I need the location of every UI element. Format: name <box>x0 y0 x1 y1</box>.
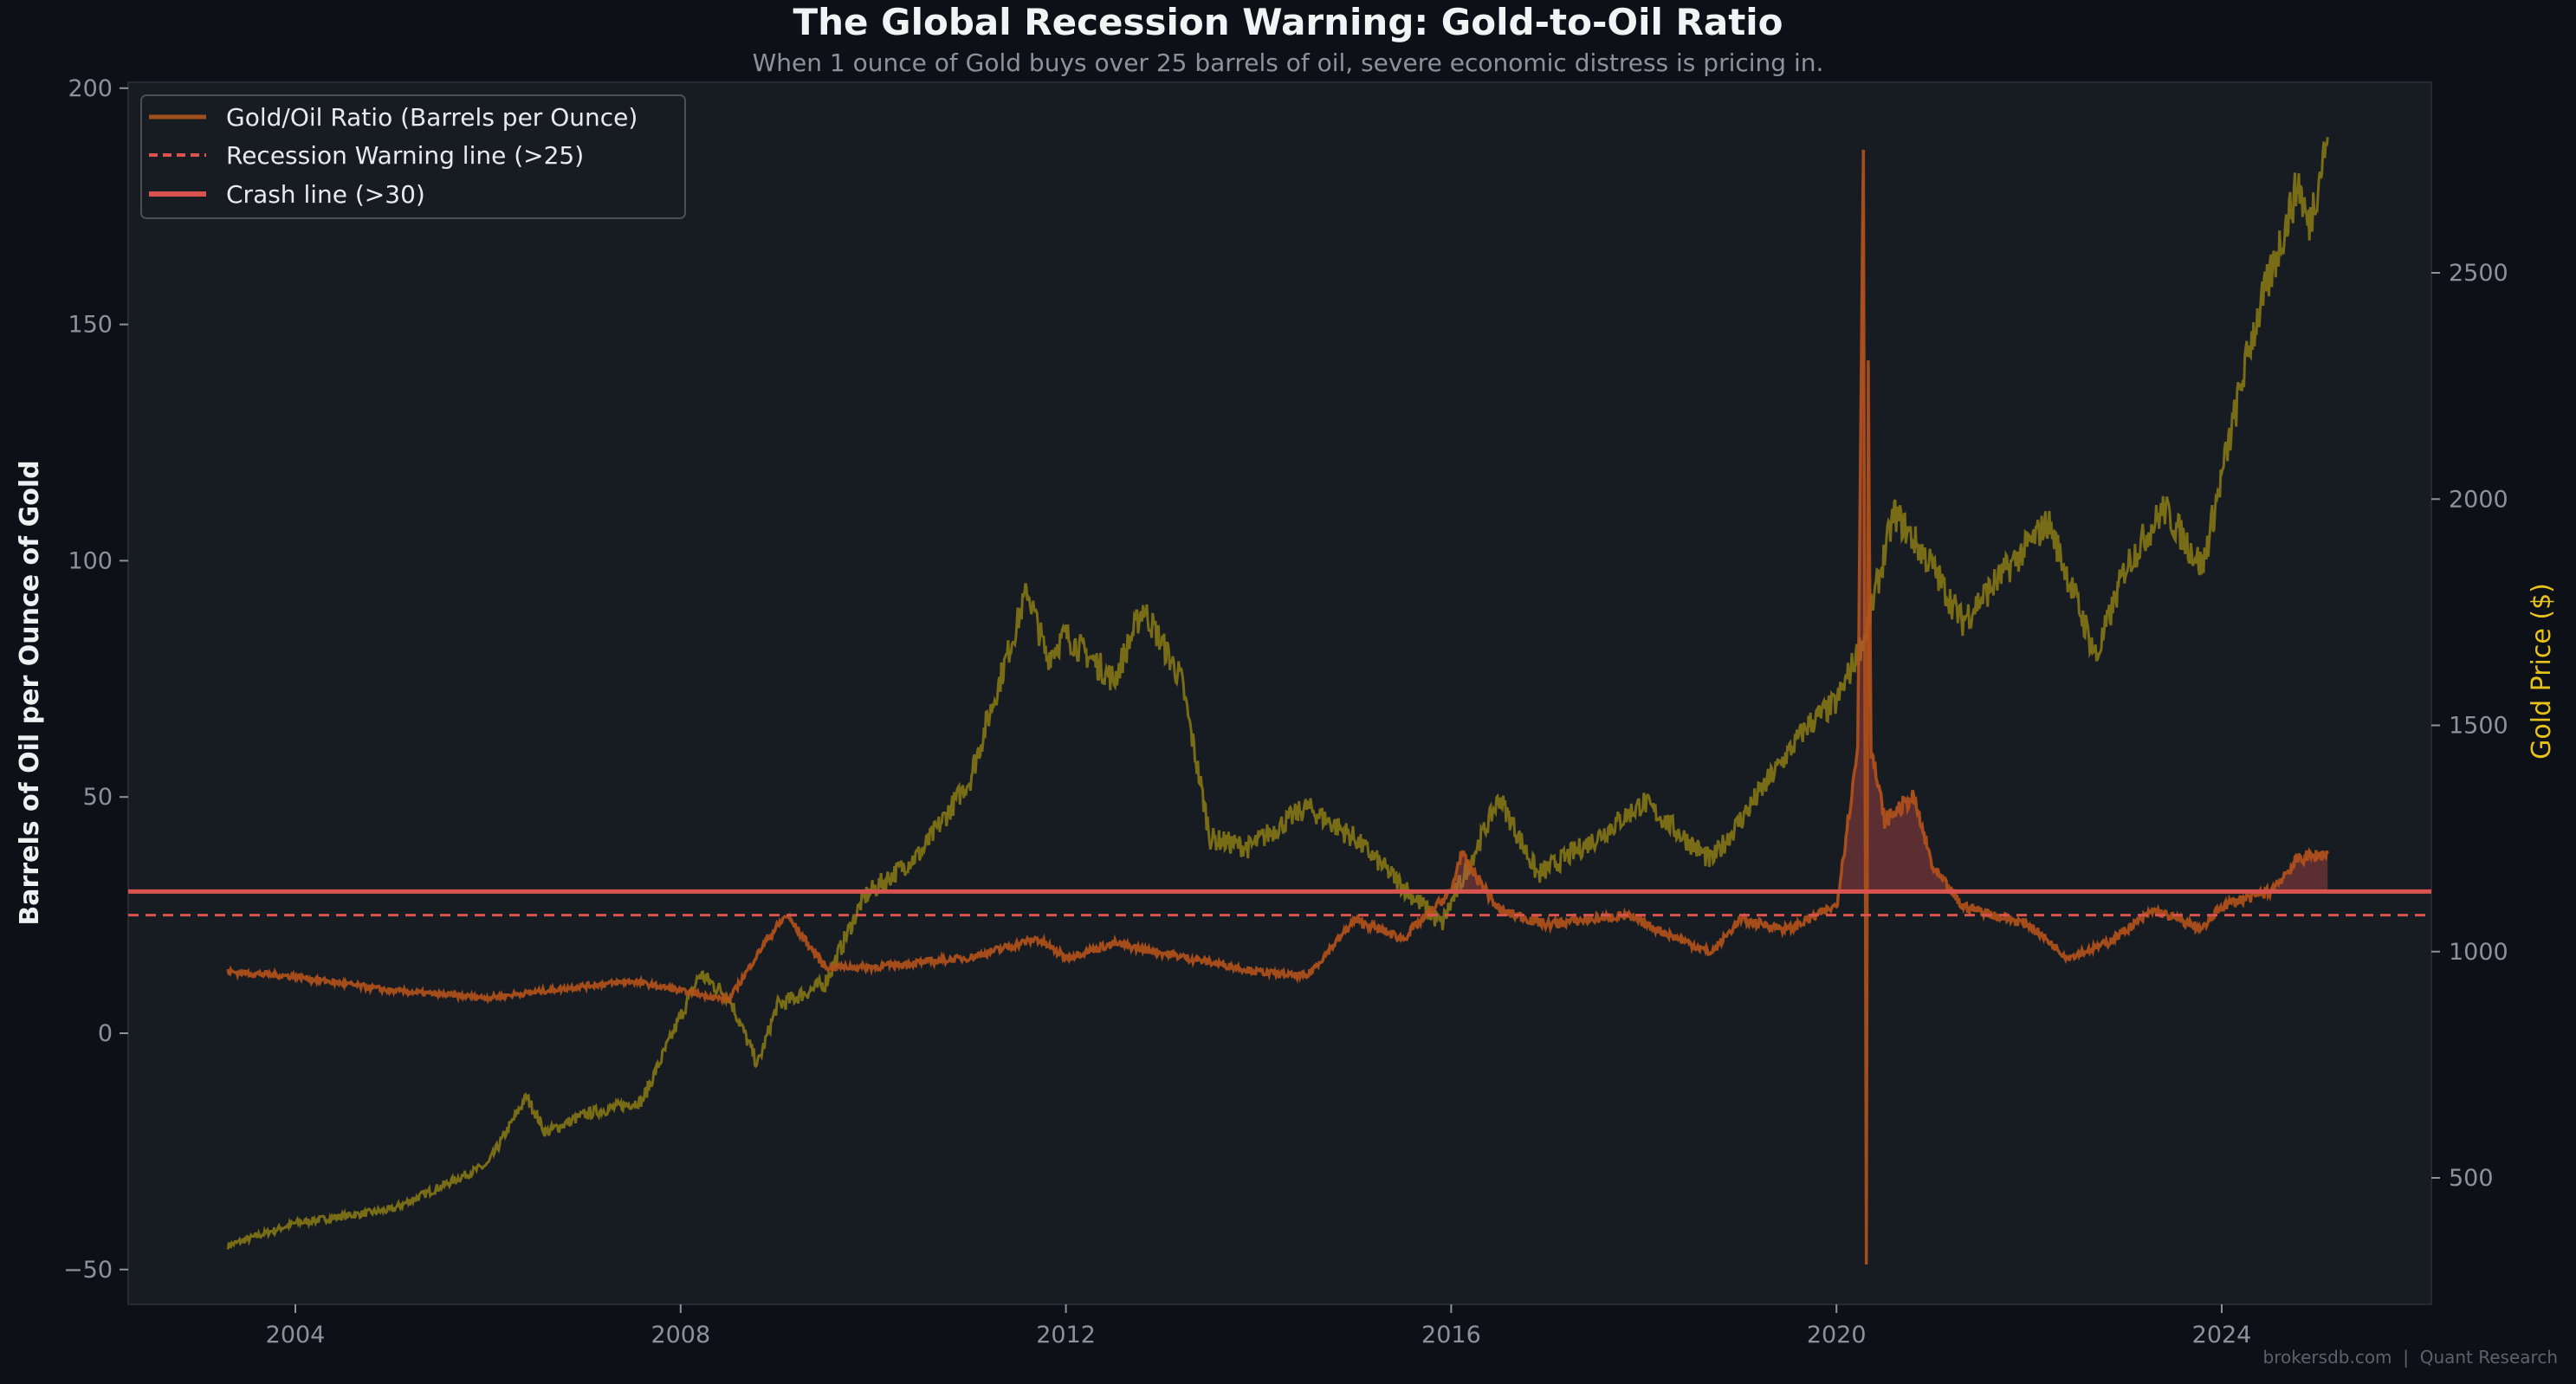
y2-tick-label: 2000 <box>2449 486 2508 513</box>
x-tick-label: 2020 <box>1807 1322 1867 1348</box>
y-tick-label: 150 <box>68 312 113 339</box>
y-tick-label: 0 <box>98 1020 113 1047</box>
chart-subtitle: When 1 ounce of Gold buys over 25 barrel… <box>753 49 1824 77</box>
y2-tick-label: 500 <box>2449 1165 2494 1192</box>
legend-ratio-label: Gold/Oil Ratio (Barrels per Ounce) <box>226 103 638 132</box>
plot-area <box>127 81 2432 1305</box>
x-tick-label: 2016 <box>1421 1322 1481 1348</box>
y2-tick-label: 1000 <box>2449 939 2508 966</box>
axis-ticks: 2004 2008 2012 2016 2020 2024200150100500−502… <box>63 75 2508 1348</box>
y-tick-label: 50 <box>83 784 113 811</box>
x-tick-label: 2008 <box>650 1322 710 1348</box>
legend-warning-label: Recession Warning line (>25) <box>226 141 584 170</box>
y2-tick-label: 1500 <box>2449 713 2508 740</box>
y2-axis-label: Gold Price ($) <box>2527 583 2557 760</box>
legend: Gold/Oil Ratio (Barrels per Ounce) Reces… <box>140 94 686 219</box>
gold-oil-ratio-line <box>226 149 2329 1265</box>
y-tick-label: −50 <box>63 1257 113 1284</box>
x-tick-label: 2004 <box>266 1322 326 1348</box>
chart-title: The Global Recession Warning: Gold-to-Oi… <box>793 1 1783 43</box>
x-tick-label: 2012 <box>1036 1322 1096 1348</box>
legend-crash-label: Crash line (>30) <box>226 180 425 209</box>
gold-price-line <box>226 137 2329 1250</box>
y2-tick-label: 2500 <box>2449 260 2508 287</box>
chart-marks <box>128 137 2431 1265</box>
y-tick-label: 100 <box>68 547 113 574</box>
legend-box <box>140 94 686 219</box>
y-axis-label: Barrels of Oil per Ounce of Gold <box>15 460 45 925</box>
y-tick-label: 200 <box>68 75 113 102</box>
footer-credit: brokersdb.com | Quant Research <box>2263 1347 2558 1368</box>
x-tick-label: 2024 <box>2192 1322 2252 1348</box>
